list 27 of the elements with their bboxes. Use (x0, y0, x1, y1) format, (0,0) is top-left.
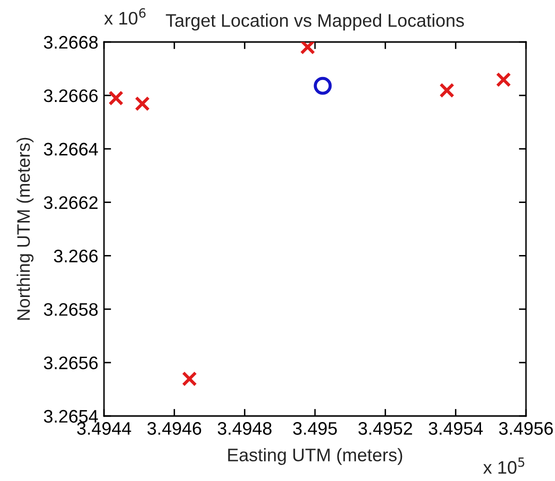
x-tick-label: 3.4946 (147, 422, 202, 435)
y-axis-title: Northing UTM (meters) (16, 138, 34, 320)
point (439, 82, 454, 98)
y-tick-label: 3.266 (54, 250, 98, 262)
point (108, 90, 124, 106)
text: x 10$^{5}$ (483, 458, 524, 474)
x-tick-label: 3.4952 (358, 422, 412, 435)
point (314, 76, 332, 95)
y-tick-label: 3.2658 (44, 303, 98, 316)
chart-title: Target Location vs Mapped Locations (166, 14, 464, 30)
point (496, 72, 512, 88)
x-tick-label: 3.4954 (428, 422, 483, 435)
y-tick-label: 3.2668 (44, 36, 98, 49)
y-tick-label: 3.2666 (44, 89, 98, 102)
x-tick-label: 3.4948 (218, 422, 272, 435)
point (300, 42, 316, 55)
y-tick-label: 3.2654 (44, 410, 98, 423)
y-tick-label: 3.2662 (44, 196, 98, 210)
x-tick-label: 3.495 (293, 422, 337, 435)
x-tick-label: 3.4956 (499, 422, 553, 435)
y-tick-label: 3.2656 (44, 356, 98, 370)
y-tick-label: 3.2664 (44, 142, 98, 156)
text: x 10$^{6}$ (104, 8, 146, 25)
point (134, 96, 150, 112)
point (182, 371, 197, 386)
x-axis-title: Easting UTM (meters) (228, 448, 402, 465)
x-tick-label: 3.4944 (77, 422, 132, 435)
